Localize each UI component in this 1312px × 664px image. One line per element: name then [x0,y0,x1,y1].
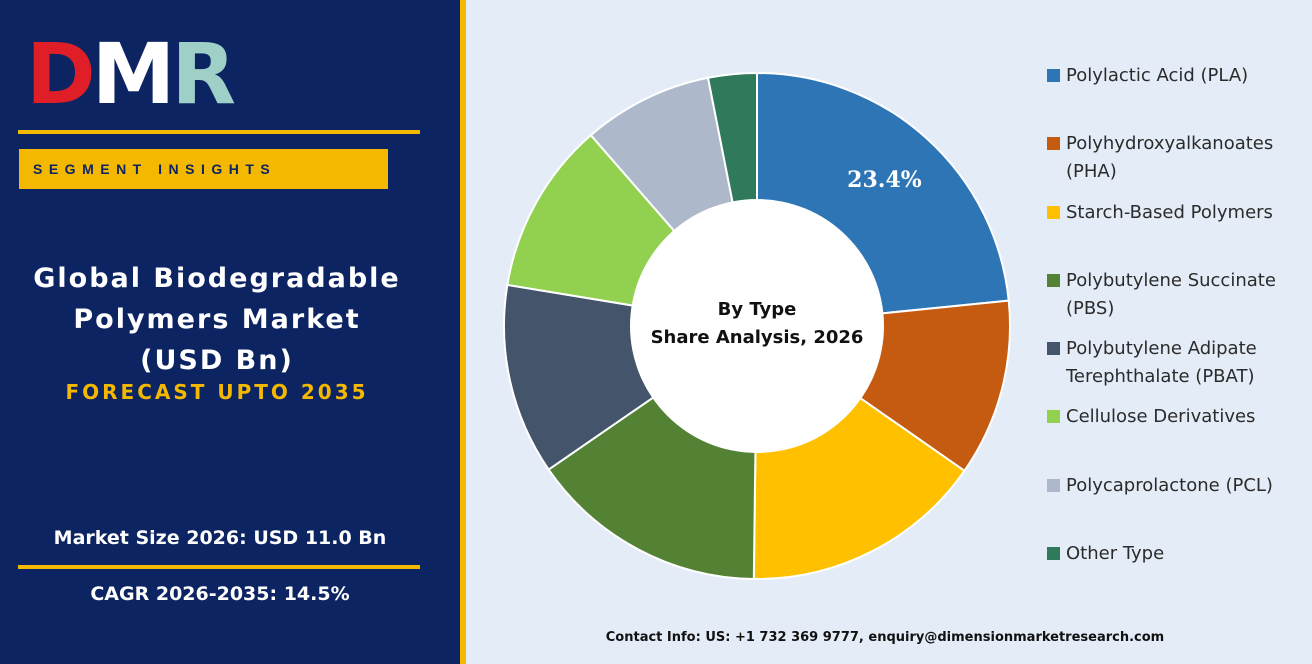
center-label-line1: By Type [718,299,797,320]
segment-insights-badge: SEGMENT INSIGHTS [19,149,388,189]
legend-swatch [1047,274,1060,287]
data-labels: 23.4% [847,167,922,193]
donut-hole [630,199,884,453]
legend-swatch [1047,69,1060,82]
forecast-label: FORECAST UPTO 2035 [65,380,369,404]
center-label-line2: Share Analysis, 2026 [651,327,864,348]
legend-label: Cellulose Derivatives [1066,406,1256,427]
stat-divider [18,565,420,569]
legend-swatch [1047,410,1060,423]
panel-divider [460,0,466,664]
legend-label: Other Type [1066,543,1165,564]
legend-swatch [1047,206,1060,219]
legend-label: Polybutylene Adipate Terephthalate (PBAT) [1066,338,1257,387]
legend-swatch [1047,547,1060,560]
legend-label: Polyhydroxyalkanoates (PHA) [1066,133,1274,182]
title-line: (USD Bn) [140,345,294,376]
slice-data-label: 23.4% [847,167,922,193]
market-size-stat: Market Size 2026: USD 11.0 Bn [53,527,387,549]
segment-insights-label: SEGMENT INSIGHTS [33,161,277,177]
legend-swatch [1047,137,1060,150]
legend-label: Polybutylene Succinate (PBS) [1066,270,1276,319]
title-line: Polymers Market [73,304,361,335]
legend-swatch [1047,479,1060,492]
legend-label: Polycaprolactone (PCL) [1066,475,1273,496]
dmr-logo: DMR [26,25,236,123]
donut-chart: By Type Share Analysis, 2026 23.4% [503,71,1011,580]
report-title: Global Biodegradable Polymers Market (US… [0,258,434,381]
logo-underline [18,130,420,134]
legend-label: Starch-Based Polymers [1066,202,1273,223]
legend-swatch [1047,342,1060,355]
left-panel [0,0,460,664]
cagr-stat: CAGR 2026-2035: 14.5% [90,583,350,605]
legend-label: Polylactic Acid (PLA) [1066,65,1249,86]
contact-info: Contact Info: US: +1 732 369 9777, enqui… [605,630,1165,645]
title-line: Global Biodegradable [33,263,401,294]
